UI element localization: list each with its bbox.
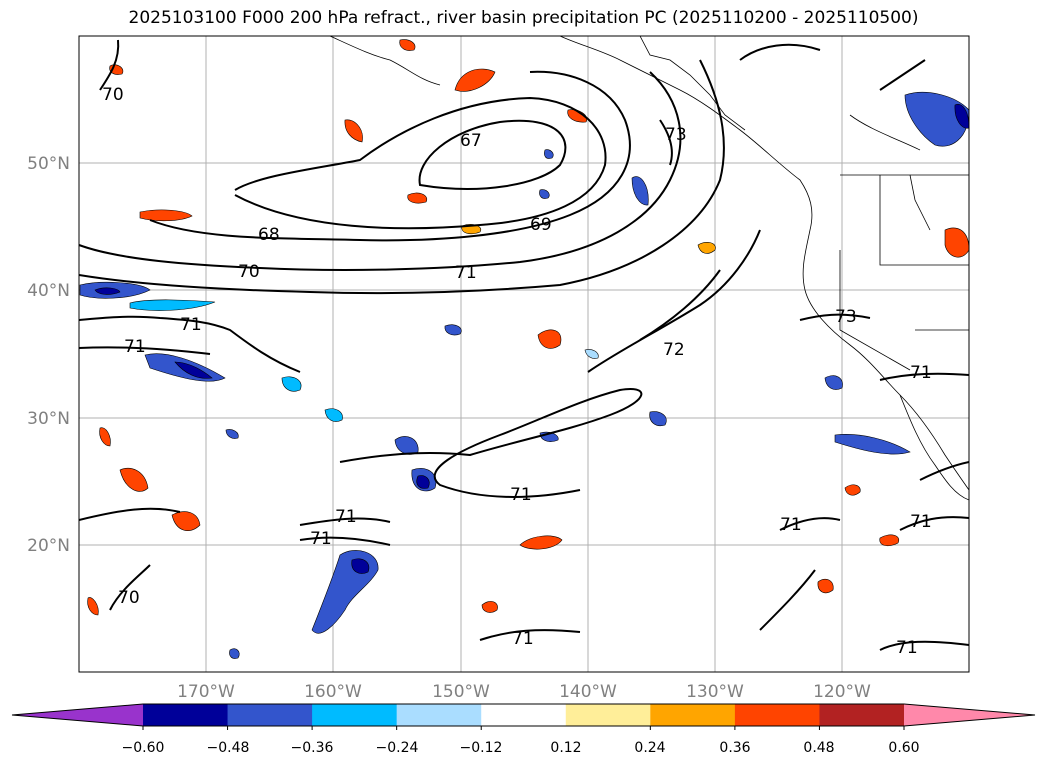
precip-negative-area <box>416 475 430 489</box>
colorbar-tick-label: 0.60 <box>888 740 919 756</box>
contour-label: 71 <box>512 629 534 649</box>
precip-negative-area <box>539 189 550 199</box>
precip-positive-area <box>879 534 900 547</box>
colorbar-segment <box>734 704 820 726</box>
precip-negative-area <box>954 104 969 129</box>
precip-negative-area <box>394 436 419 455</box>
colorbar-tick-label: −0.48 <box>207 740 250 756</box>
precip-positive-area <box>844 484 861 496</box>
refractivity-contours <box>79 39 969 651</box>
precip-shading <box>79 39 969 659</box>
colorbar-segment <box>565 704 651 726</box>
precip-negative-area <box>351 558 370 574</box>
colorbar-segment <box>396 704 482 726</box>
contour-label: 73 <box>835 307 857 327</box>
contour-label: 72 <box>663 340 685 360</box>
contour-label: 71 <box>180 315 202 335</box>
lon-label: 160°W <box>304 682 362 702</box>
precip-positive-area <box>519 535 563 550</box>
colorbar-extend-min <box>12 704 143 726</box>
precip-positive-area <box>697 241 716 254</box>
precip-negative-area <box>904 92 969 147</box>
lat-label: 50°N <box>27 154 70 174</box>
colorbar-extend-max <box>904 704 1035 726</box>
colorbar-segment <box>650 704 736 726</box>
lon-label: 170°W <box>177 682 235 702</box>
contour-label: 71 <box>510 485 532 505</box>
contour-label: 71 <box>780 515 802 535</box>
precip-negative-area <box>174 361 213 379</box>
map-frame <box>78 35 970 673</box>
lon-label: 130°W <box>686 682 744 702</box>
contour-label: 73 <box>665 125 687 145</box>
precip-negative-area <box>281 376 302 392</box>
precip-positive-area <box>817 578 834 594</box>
contour-label: 71 <box>910 363 932 383</box>
colorbar-segment <box>227 704 313 726</box>
contour-label: 70 <box>102 85 124 105</box>
precip-positive-area <box>99 427 111 447</box>
lon-label: 150°W <box>432 682 490 702</box>
precip-negative-area <box>649 411 667 427</box>
precip-positive-area <box>454 68 496 92</box>
colorbar-segment <box>312 704 398 726</box>
coastlines <box>329 36 969 501</box>
contour-label: 71 <box>310 529 332 549</box>
precip-negative-area <box>544 149 554 159</box>
colorbar-tick-label: −0.60 <box>122 740 165 756</box>
colorbar-tick-label: 0.24 <box>634 740 665 756</box>
contour-label: 71 <box>124 337 146 357</box>
precip-positive-area <box>87 597 99 616</box>
contour-label: 69 <box>530 215 552 235</box>
contour-label: 71 <box>335 507 357 527</box>
colorbar-tick-label: −0.36 <box>291 740 334 756</box>
precip-negative-area <box>631 176 649 206</box>
precip-positive-area <box>139 209 193 222</box>
map-background <box>79 36 969 672</box>
colorbar <box>11 703 1036 730</box>
contour-label: 68 <box>258 225 280 245</box>
lat-label: 20°N <box>27 536 70 556</box>
colorbar-tick-label: 0.12 <box>550 740 581 756</box>
precip-positive-area <box>407 192 428 204</box>
lat-label: 30°N <box>27 409 70 429</box>
precip-positive-area <box>481 601 498 613</box>
precip-negative-area <box>229 648 240 659</box>
colorbar-segment <box>481 704 567 726</box>
colorbar-segment <box>819 704 905 726</box>
colorbar-segment <box>143 704 229 726</box>
precip-negative-area <box>94 287 121 295</box>
lat-label: 40°N <box>27 281 70 301</box>
contour-label: 71 <box>910 512 932 532</box>
precip-negative-area <box>129 299 216 311</box>
map-title: 2025103100 F000 200 hPa refract., river … <box>128 8 919 28</box>
precip-negative-area <box>834 434 911 455</box>
contour-label: 70 <box>118 588 140 608</box>
precip-positive-area <box>537 329 562 349</box>
precip-negative-area <box>824 375 843 390</box>
precip-negative-area <box>324 408 343 422</box>
precip-positive-area <box>344 119 363 143</box>
contour-label: 71 <box>455 263 477 283</box>
precip-negative-area <box>584 349 599 359</box>
lon-label: 120°W <box>813 682 871 702</box>
latitude-labels: 50°N 40°N 30°N 20°N <box>27 154 70 556</box>
colorbar-tick-label: 0.36 <box>719 740 750 756</box>
contour-label: 70 <box>238 262 260 282</box>
longitude-labels: 170°W 160°W 150°W 140°W 130°W 120°W <box>177 682 871 702</box>
lon-label: 140°W <box>559 682 617 702</box>
contour-label: 67 <box>460 131 482 151</box>
contour-labels: 67 68 69 70 71 71 71 71 72 73 73 71 71 7… <box>102 85 932 658</box>
precip-positive-area <box>171 511 201 532</box>
colorbar-tick-label: −0.24 <box>376 740 419 756</box>
precip-positive-area <box>119 467 149 492</box>
precip-negative-area <box>444 324 462 336</box>
colorbar-tick-label: −0.12 <box>460 740 503 756</box>
precip-positive-area <box>399 39 416 51</box>
colorbar-tick-label: 0.48 <box>803 740 834 756</box>
contour-label: 71 <box>896 638 918 658</box>
precip-negative-area <box>225 429 239 439</box>
colorbar-ticks: −0.60 −0.48 −0.36 −0.24 −0.12 0.12 0.24 … <box>122 740 920 756</box>
